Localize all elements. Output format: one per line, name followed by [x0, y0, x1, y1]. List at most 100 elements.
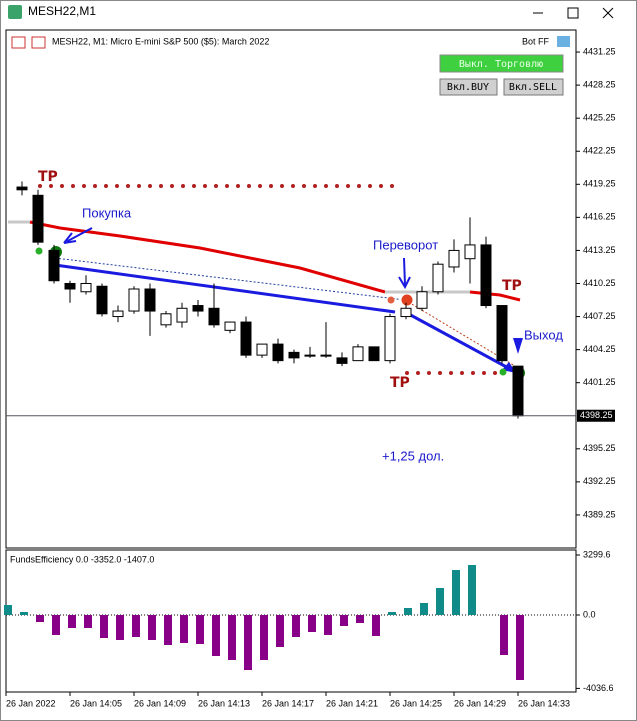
y-tick-label: 4407.25 [583, 311, 616, 321]
label-arrow [513, 338, 523, 354]
candle-body [224, 321, 236, 331]
histogram-bar [84, 615, 92, 628]
histogram-bar [468, 565, 476, 615]
y-tick-label: 4395.25 [583, 443, 616, 453]
candle-body [32, 194, 44, 243]
histogram-bar [420, 603, 428, 615]
label-arrow [63, 227, 93, 244]
histogram-bar [228, 615, 236, 660]
histogram-bar [148, 615, 156, 640]
histogram-bar [116, 615, 124, 640]
histogram-bar [100, 615, 108, 638]
button-label: Выкл. Торговлю [459, 59, 543, 70]
candle-body [400, 307, 412, 318]
annotation: Выход [524, 327, 563, 342]
y-tick-label: 3299.6 [583, 549, 611, 559]
tp-label: TP [390, 375, 410, 391]
annotation: Переворот [373, 237, 438, 252]
histogram-bar [340, 615, 348, 626]
histogram-bar [452, 570, 460, 615]
candle-body [432, 263, 444, 293]
histogram-bar [260, 615, 268, 660]
tp-label: TP [502, 278, 522, 294]
x-tick-label: 26 Jan 2022 [6, 698, 56, 708]
y-tick-label: -4036.6 [583, 683, 614, 693]
candle-body [48, 249, 60, 282]
candle-body [208, 307, 220, 326]
candle-body [272, 343, 284, 362]
histogram-bar [52, 615, 60, 635]
trade-arrow [54, 263, 513, 372]
y-tick-label: 4389.25 [583, 509, 616, 519]
button[interactable] [439, 54, 564, 73]
histogram-bar [308, 615, 316, 632]
icon [11, 36, 26, 49]
x-tick-label: 26 Jan 14:29 [454, 698, 506, 708]
candle-body [80, 282, 92, 293]
histogram-bar [212, 615, 220, 656]
bot-name: Bot FF [522, 36, 550, 46]
histogram-bar [388, 612, 396, 615]
x-tick-label: 26 Jan 14:21 [326, 698, 378, 708]
signal-dot [499, 368, 507, 376]
app-icon [8, 5, 22, 19]
trade-line [54, 257, 406, 301]
y-tick-label: 4419.25 [583, 179, 616, 189]
candle-body [160, 313, 172, 326]
bot-icon [557, 36, 570, 47]
candle-body [384, 316, 396, 362]
y-tick-label: 4401.25 [583, 377, 616, 387]
histogram-bar [4, 605, 12, 615]
button-label: Вкл.BUY [447, 82, 489, 93]
y-tick-label: 4413.25 [583, 245, 616, 255]
histogram-bar [516, 615, 524, 680]
price-label: 4398.25 [580, 410, 613, 420]
candle-body [320, 354, 332, 357]
candle-body [96, 285, 108, 315]
tp-label: TP [38, 169, 58, 185]
histogram-bar [20, 612, 28, 615]
candle-body [240, 321, 252, 356]
histogram-bar [356, 615, 364, 623]
candle-body [112, 310, 124, 318]
x-tick-label: 26 Jan 14:05 [70, 698, 122, 708]
candle-body [144, 288, 156, 312]
candle-body [16, 186, 28, 191]
histogram-bar [244, 615, 252, 670]
candle-body [416, 291, 428, 309]
button[interactable] [439, 78, 498, 96]
histogram-bar [500, 615, 508, 655]
candle-body [512, 365, 524, 417]
histogram-bar [436, 588, 444, 615]
signal-dot [35, 247, 43, 255]
y-tick-label: 4404.25 [583, 344, 616, 354]
histogram-bar [68, 615, 76, 628]
y-tick-label: 4410.25 [583, 278, 616, 288]
candle-body [480, 244, 492, 307]
button[interactable] [503, 78, 564, 96]
histogram-bar [164, 615, 172, 645]
annotation: +1,25 дол. [382, 448, 444, 463]
histogram-bar [36, 615, 44, 622]
indicator-title: FundsEfficiency 0.0 -3352.0 -1407.0 [10, 554, 154, 564]
y-tick-label: 0.0 [583, 609, 596, 619]
ma-line [29, 220, 386, 294]
candle-body [128, 288, 140, 312]
candle-body [368, 346, 380, 362]
price-label-bg [577, 409, 615, 422]
candle-body [288, 351, 300, 359]
candle-body [192, 305, 204, 312]
x-tick-label: 26 Jan 14:13 [198, 698, 250, 708]
candle-body [336, 357, 348, 364]
candle-body [496, 305, 508, 362]
histogram-bar [404, 608, 412, 615]
candle-body [464, 244, 476, 260]
close[interactable] [602, 7, 614, 19]
histogram-bar [324, 615, 332, 635]
maximize[interactable] [567, 7, 579, 19]
x-tick-label: 26 Jan 14:25 [390, 698, 442, 708]
histogram-bar [180, 615, 188, 643]
histogram-bar [196, 615, 204, 644]
